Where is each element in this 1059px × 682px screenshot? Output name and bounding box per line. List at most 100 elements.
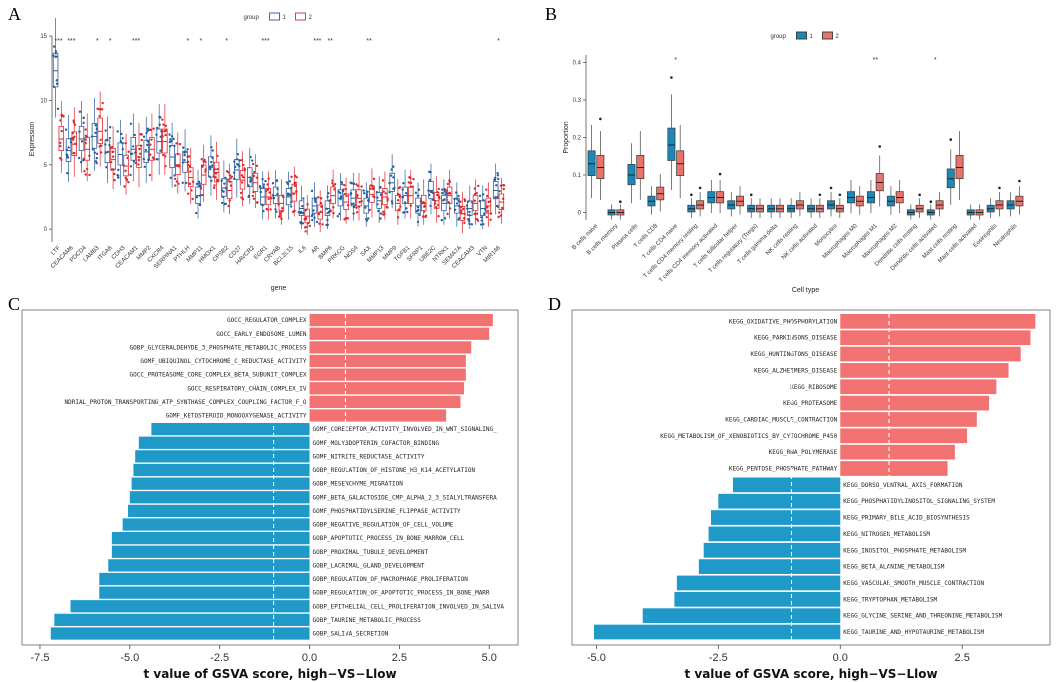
data-point — [55, 82, 59, 85]
data-point — [305, 225, 308, 228]
data-point — [446, 182, 450, 186]
bar — [122, 518, 310, 531]
data-point — [465, 204, 469, 207]
data-point — [199, 187, 203, 190]
data-point — [356, 193, 359, 197]
data-point — [132, 159, 136, 163]
data-point — [266, 188, 270, 191]
bar-label: GOBP_REGULATION_OF_HISTONE_H3_K14_ACETYL… — [313, 467, 476, 474]
data-point — [101, 101, 104, 105]
data-point — [441, 188, 444, 191]
data-point — [210, 179, 213, 183]
data-point — [230, 175, 234, 178]
data-point — [174, 184, 177, 187]
data-point — [85, 167, 89, 171]
data-point — [78, 130, 81, 133]
data-point — [110, 168, 113, 171]
data-point — [483, 207, 487, 211]
data-point — [281, 207, 284, 210]
panel-label-a: A — [8, 4, 21, 24]
data-point — [278, 211, 282, 214]
bar-label: KEGG_BETA_ALANINE_METABOLISM — [843, 564, 945, 571]
data-point — [187, 155, 191, 158]
data-point — [109, 146, 112, 149]
data-point — [255, 176, 259, 179]
data-point — [247, 184, 250, 187]
data-point — [90, 135, 94, 138]
data-point — [187, 160, 190, 163]
bar — [708, 526, 841, 542]
data-point — [282, 195, 285, 199]
data-point — [99, 107, 102, 111]
bar — [703, 542, 841, 558]
legend-entry: 2 — [309, 15, 313, 21]
data-point — [326, 223, 329, 227]
data-point — [224, 176, 227, 180]
data-point — [494, 176, 497, 180]
legend-entry: 1 — [810, 34, 814, 40]
panel-label-b: B — [545, 4, 557, 24]
data-point — [501, 206, 504, 210]
data-point — [66, 156, 70, 159]
data-point — [221, 195, 224, 199]
bar — [840, 330, 1031, 346]
y-tick-label: 0 — [44, 227, 48, 233]
data-point — [466, 207, 469, 210]
data-point — [498, 211, 501, 214]
data-point — [72, 151, 75, 155]
data-point — [436, 193, 439, 197]
data-point — [172, 137, 175, 141]
bar-label: KEGG_PENTOSE_PHOSPHATE_PATHWAY — [729, 466, 838, 473]
data-point — [485, 194, 489, 198]
data-point — [73, 123, 77, 127]
data-point — [429, 190, 432, 194]
data-point — [333, 183, 337, 186]
data-point — [433, 199, 437, 203]
data-point — [295, 176, 298, 179]
data-point — [306, 221, 310, 225]
bar — [676, 575, 841, 591]
data-point — [454, 208, 457, 212]
x-axis-title: t value of GSVA score, high−VS−Llow — [684, 667, 937, 681]
data-point — [58, 156, 62, 160]
bar-label: GOBP_REGULATION_OF_APOPTOTIC_PROCESS_IN_… — [313, 590, 490, 597]
data-point — [320, 197, 323, 200]
data-point — [390, 168, 393, 171]
data-point — [379, 186, 382, 189]
data-point — [457, 218, 460, 221]
data-point — [148, 153, 151, 156]
data-point — [160, 129, 163, 133]
data-point — [382, 190, 385, 193]
x-tick-label: 2.5 — [392, 652, 407, 664]
data-point — [383, 212, 386, 216]
bar-label: GOMF_UBIQUINOL_CYTOCHROME_C_REDUCTASE_AC… — [140, 358, 307, 365]
data-point — [210, 160, 213, 164]
data-point — [331, 179, 334, 182]
data-point — [52, 85, 56, 89]
legend-title: group — [244, 15, 260, 21]
data-point — [438, 197, 441, 200]
data-point — [295, 190, 298, 193]
data-point — [188, 182, 192, 186]
bar-label: GOBP_TAURINE_METABOLIC_PROCESS — [313, 617, 422, 624]
box-body — [52, 52, 59, 88]
box-body — [97, 117, 103, 144]
legend-title: group — [771, 34, 787, 40]
data-point — [137, 163, 140, 166]
data-point — [202, 160, 205, 163]
data-point — [343, 183, 346, 187]
data-point — [129, 152, 133, 155]
data-point — [407, 181, 411, 184]
data-point — [355, 211, 359, 214]
data-point — [198, 182, 201, 185]
data-point — [204, 160, 207, 164]
bar-label: KEGG_PARKINSONS_DISEASE — [754, 335, 837, 342]
data-point — [111, 145, 114, 149]
data-point — [391, 202, 394, 205]
bar-label: GOBP_EPITHELIAL_CELL_PROLIFERATION_INVOL… — [313, 603, 505, 610]
data-point — [355, 183, 358, 186]
data-point — [396, 192, 400, 196]
data-point — [182, 146, 185, 149]
bar — [840, 346, 1021, 362]
data-point — [221, 189, 224, 192]
